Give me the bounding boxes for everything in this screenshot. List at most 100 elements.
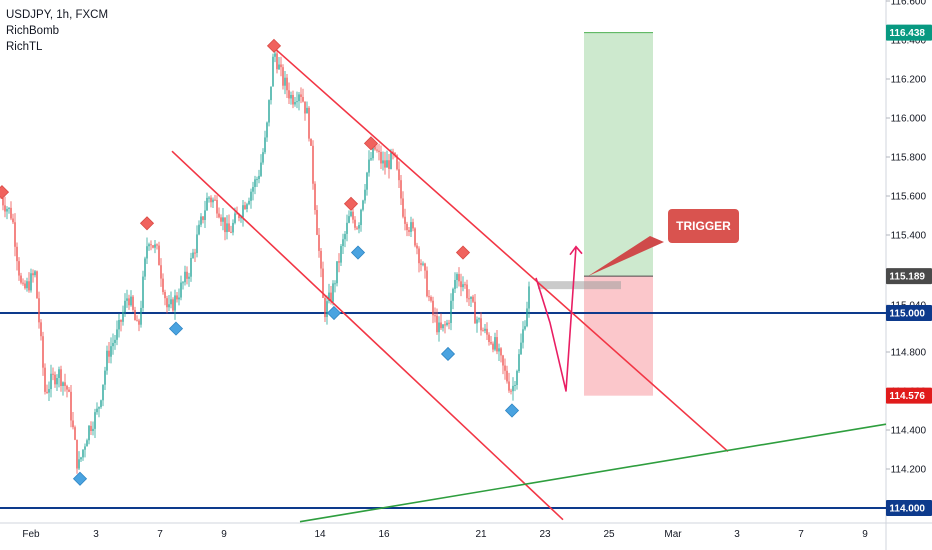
- candle-body: [204, 210, 206, 220]
- candle-body: [438, 322, 440, 333]
- candle-body: [390, 151, 392, 169]
- candle-body: [98, 407, 100, 409]
- swing-high-marker: [139, 216, 155, 231]
- candle-body: [84, 446, 86, 450]
- time-tick-label: 16: [378, 529, 390, 540]
- price-tick-label: 115.800: [891, 153, 927, 164]
- price-tick-label: 116.600: [891, 0, 927, 8]
- candle-body: [408, 230, 410, 232]
- swing-markers: [0, 38, 520, 486]
- candle-body: [156, 244, 158, 246]
- indicator-richbomb[interactable]: RichBomb: [6, 25, 60, 37]
- upper-channel-line[interactable]: [273, 47, 729, 453]
- candle-body: [432, 300, 434, 316]
- candle-body: [282, 67, 284, 86]
- candle-body: [2, 197, 4, 206]
- candle-body: [28, 281, 30, 291]
- candle-body: [222, 217, 224, 222]
- candle-body: [430, 296, 432, 301]
- candle-body: [402, 198, 404, 217]
- price-axis[interactable]: 116.600 116.400 116.200 116.000 115.800 115.6…: [886, 0, 932, 516]
- candle-body: [310, 138, 312, 146]
- candle-body: [112, 342, 114, 347]
- candle-body: [436, 315, 438, 333]
- candle-body: [106, 350, 108, 371]
- candle-body: [416, 245, 418, 249]
- candle-body: [278, 64, 280, 70]
- candle-body: [260, 162, 262, 176]
- candle-body: [130, 296, 132, 306]
- time-tick-label: 9: [221, 529, 227, 540]
- candle-body: [404, 216, 406, 224]
- candle-body: [158, 245, 160, 266]
- candle-body: [92, 428, 94, 432]
- indicator-richtl[interactable]: RichTL: [6, 41, 43, 53]
- candle-body: [148, 244, 150, 247]
- candle-body: [480, 318, 482, 331]
- candle-body: [140, 307, 142, 325]
- support-line-line[interactable]: [299, 423, 887, 523]
- candle-body: [306, 107, 308, 114]
- candle-body: [232, 222, 234, 233]
- time-tick-label: 7: [157, 529, 163, 540]
- candle-body: [218, 213, 220, 218]
- candle-body: [94, 412, 96, 429]
- candle-body: [372, 143, 374, 159]
- candle-body: [254, 179, 256, 187]
- price-tick-label: 116.200: [891, 75, 927, 86]
- candle-body: [346, 222, 348, 234]
- time-axis[interactable]: Feb 3 7 9 14 16 21 23 25 Mar 3 7 9: [22, 529, 868, 540]
- candle-body: [342, 239, 344, 247]
- swing-high-marker: [0, 185, 10, 200]
- price-tick-label: 114.200: [891, 465, 927, 476]
- candle-body: [208, 197, 210, 199]
- candle-body: [200, 216, 202, 225]
- price-badge-label: 116.438: [889, 28, 925, 39]
- candle-body: [190, 258, 192, 277]
- candle-body: [360, 209, 362, 225]
- candle-body: [444, 324, 446, 326]
- candle-body: [478, 318, 480, 320]
- price-badge-label: 114.576: [889, 391, 925, 402]
- symbol-line[interactable]: USDJPY, 1h, FXCM: [6, 9, 109, 21]
- candle-body: [486, 328, 488, 335]
- candle-body: [464, 284, 466, 286]
- candle-body: [470, 296, 472, 299]
- lower-channel-line[interactable]: [171, 150, 564, 521]
- candle-body: [160, 265, 162, 279]
- candle-body: [442, 324, 444, 329]
- candle-body: [88, 425, 90, 441]
- candle-body: [466, 284, 468, 299]
- candle-body: [392, 151, 394, 153]
- candle-body: [302, 96, 304, 102]
- candle-body: [324, 297, 326, 318]
- candle-body: [460, 281, 462, 288]
- candle-body: [196, 234, 198, 253]
- candle-body: [182, 282, 184, 284]
- candle-body: [452, 288, 454, 301]
- candle-body: [362, 200, 364, 210]
- price-badge-label: 115.189: [889, 272, 925, 283]
- candle-body: [274, 53, 276, 57]
- candle-body: [132, 296, 134, 310]
- time-tick-label: 25: [603, 529, 615, 540]
- candle-body: [194, 252, 196, 254]
- candle-body: [322, 268, 324, 298]
- candle-body: [104, 370, 106, 385]
- price-tick-label: 116.000: [891, 114, 927, 125]
- candle-body: [528, 286, 530, 309]
- trigger-callout-box: [668, 209, 739, 243]
- candle-body: [6, 208, 8, 212]
- candle-body: [16, 246, 18, 262]
- candle-body: [334, 283, 336, 285]
- candle-body: [508, 381, 510, 391]
- candle-body: [180, 282, 182, 298]
- candle-body: [308, 107, 310, 139]
- candle-body: [86, 440, 88, 447]
- price-tick-label: 115.600: [891, 192, 927, 203]
- candle-body: [82, 449, 84, 458]
- candle-body: [344, 233, 346, 240]
- candle-body: [488, 334, 490, 343]
- candle-body: [60, 369, 62, 387]
